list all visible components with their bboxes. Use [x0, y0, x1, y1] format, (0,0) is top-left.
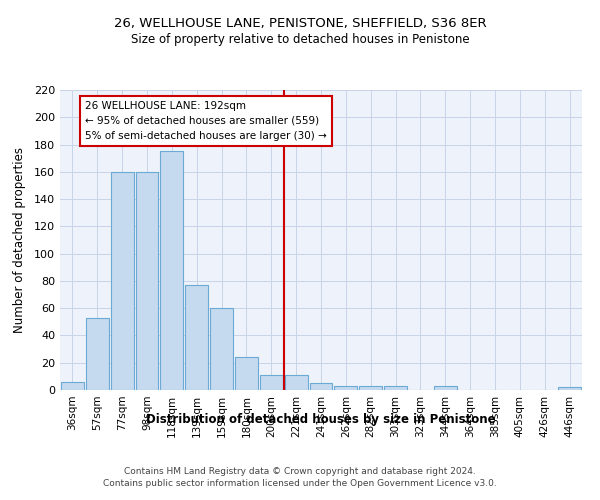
Bar: [86, 318, 109, 390]
Text: 26, WELLHOUSE LANE, PENISTONE, SHEFFIELD, S36 8ER: 26, WELLHOUSE LANE, PENISTONE, SHEFFIELD…: [113, 18, 487, 30]
Bar: [334, 386, 357, 390]
Text: 26 WELLHOUSE LANE: 192sqm
← 95% of detached houses are smaller (559)
5% of semi-: 26 WELLHOUSE LANE: 192sqm ← 95% of detac…: [85, 101, 326, 140]
Bar: [185, 285, 208, 390]
Bar: [285, 375, 308, 390]
Bar: [210, 308, 233, 390]
Text: Distribution of detached houses by size in Penistone: Distribution of detached houses by size …: [146, 412, 496, 426]
Text: Size of property relative to detached houses in Penistone: Size of property relative to detached ho…: [131, 32, 469, 46]
Bar: [160, 152, 183, 390]
Bar: [434, 386, 457, 390]
Bar: [359, 386, 382, 390]
Bar: [235, 358, 258, 390]
Bar: [384, 386, 407, 390]
Text: Contains HM Land Registry data © Crown copyright and database right 2024.: Contains HM Land Registry data © Crown c…: [124, 468, 476, 476]
Bar: [111, 172, 134, 390]
Text: Contains public sector information licensed under the Open Government Licence v3: Contains public sector information licen…: [103, 479, 497, 488]
Bar: [61, 382, 84, 390]
Bar: [260, 375, 283, 390]
Bar: [136, 172, 158, 390]
Bar: [558, 388, 581, 390]
Bar: [310, 383, 332, 390]
Y-axis label: Number of detached properties: Number of detached properties: [13, 147, 26, 333]
